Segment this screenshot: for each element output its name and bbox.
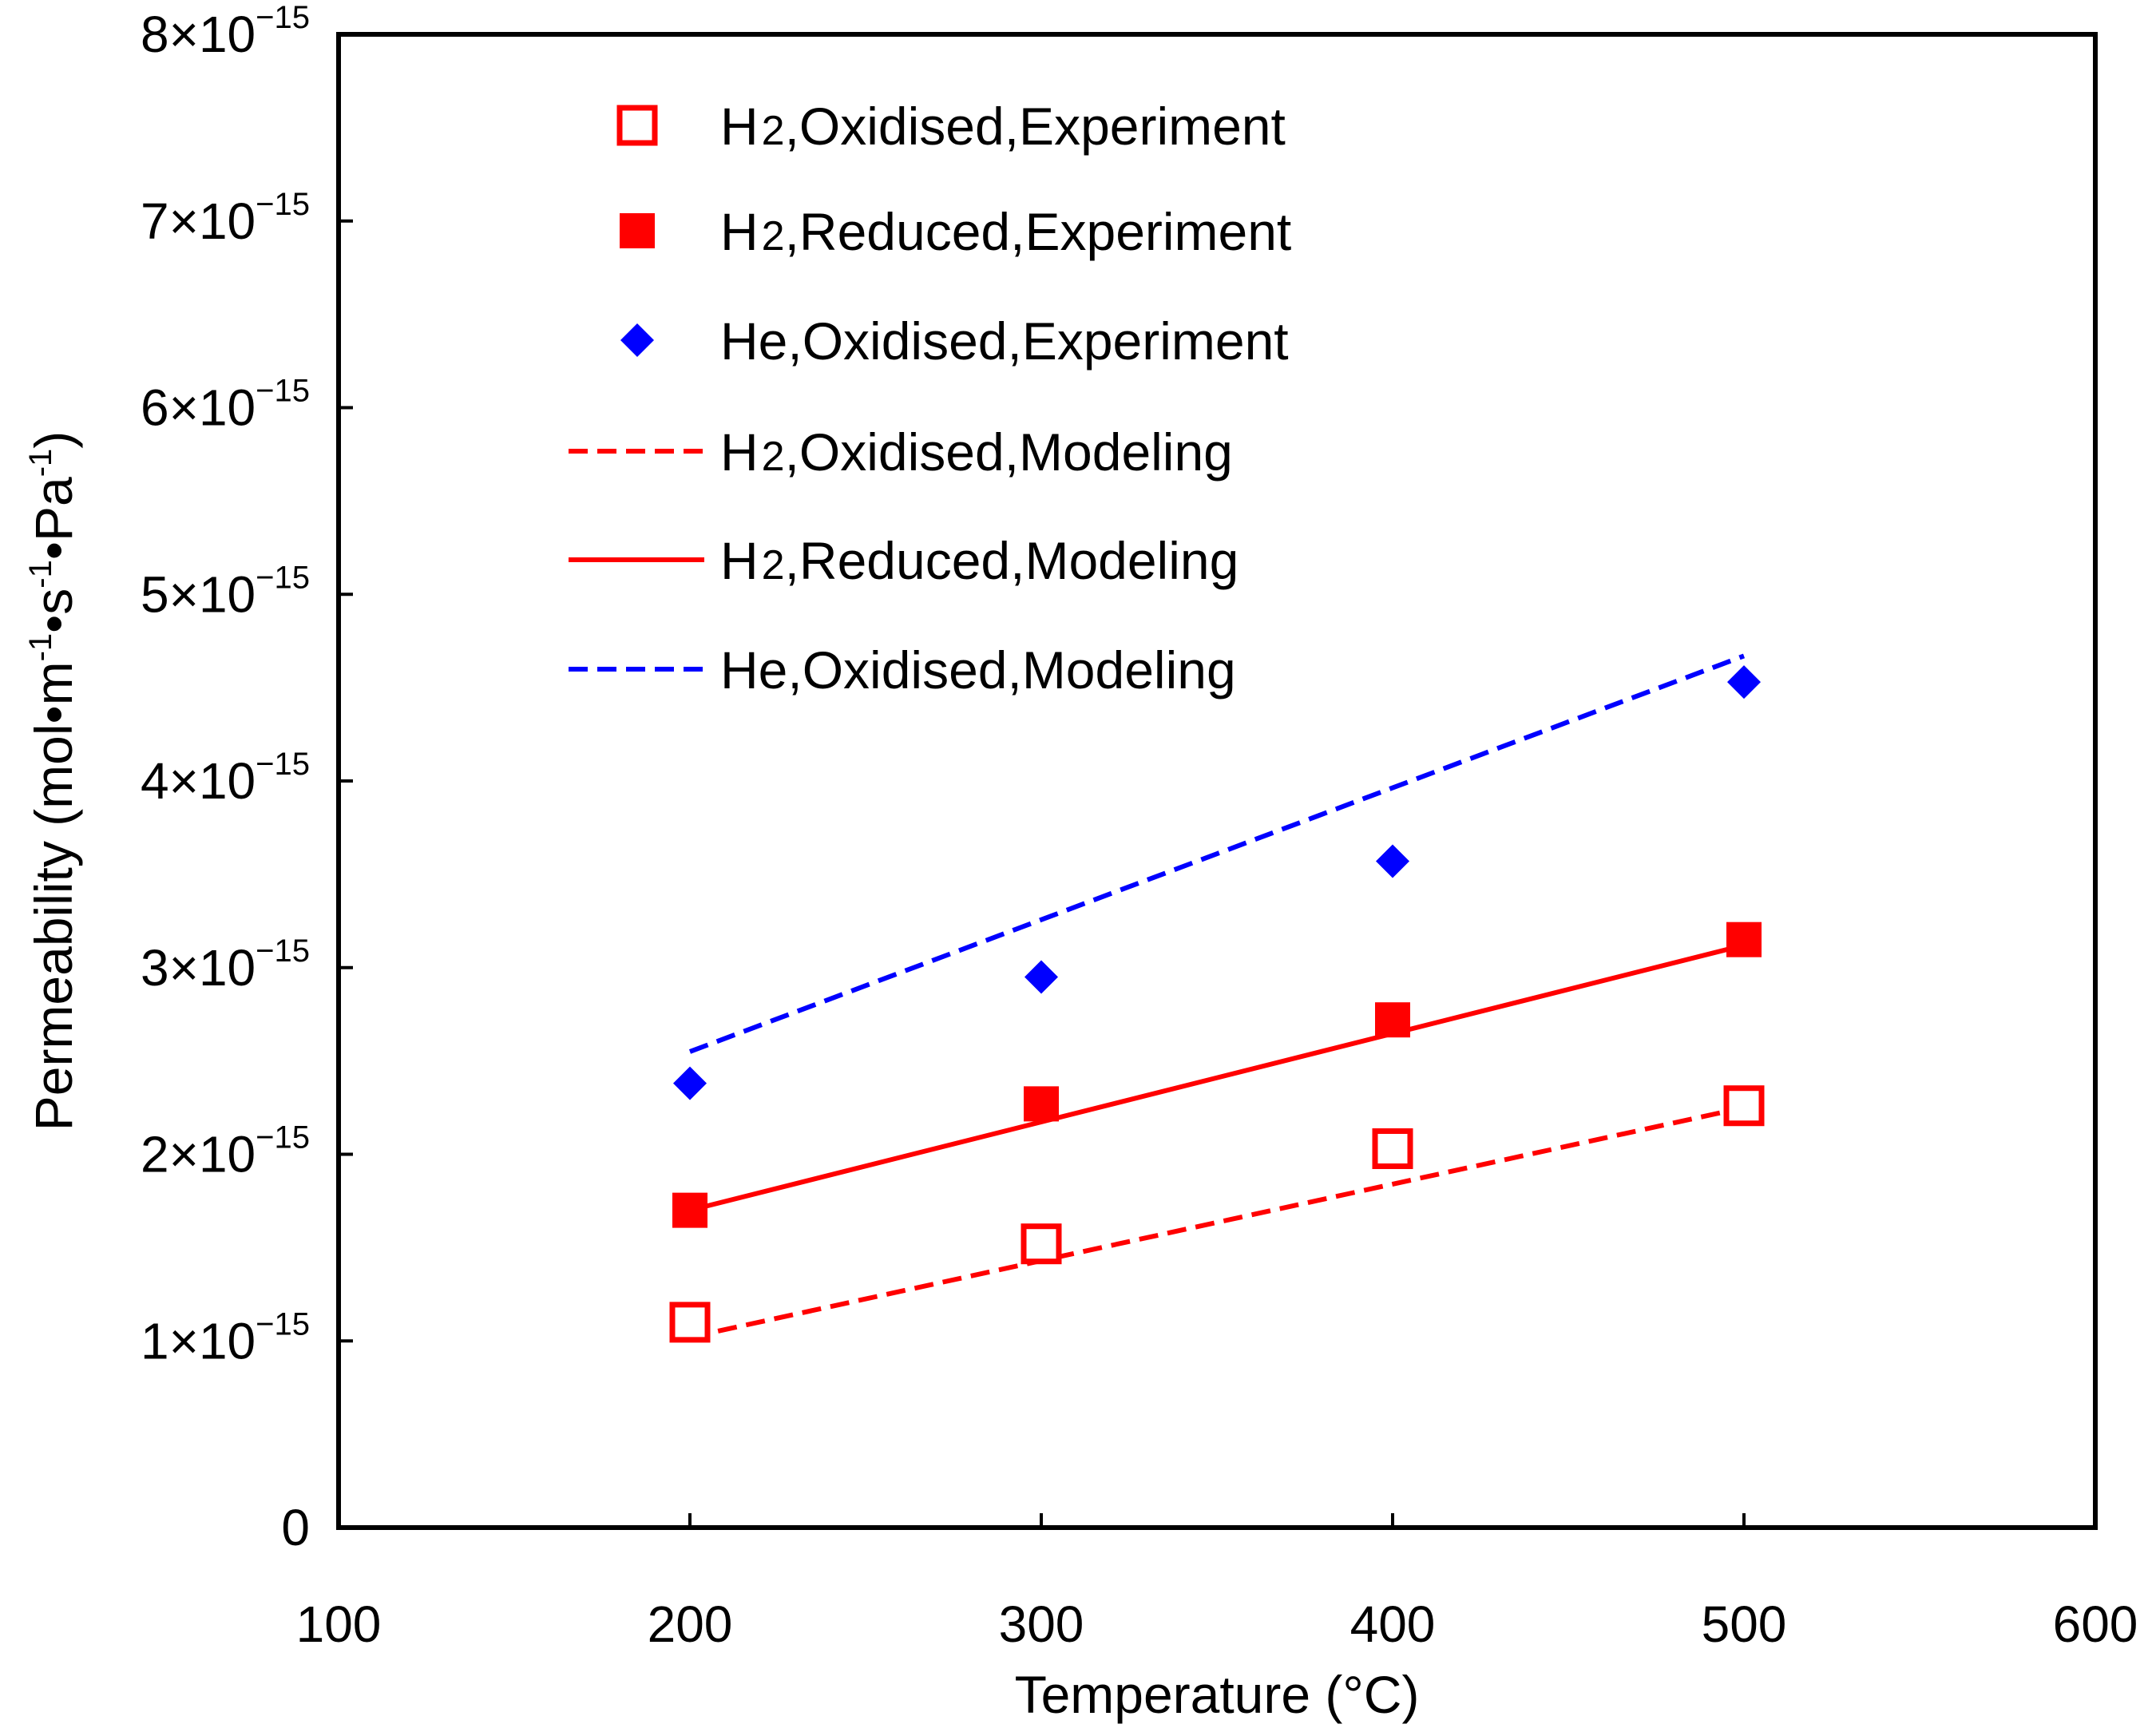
series-layer	[669, 653, 1765, 1343]
legend-label-suffix: ,Oxidised,Experiment	[785, 97, 1286, 156]
y-tick-exponent: −15	[256, 0, 310, 35]
legend-label-suffix: ,Oxidised,Modeling	[787, 640, 1235, 700]
y-tick-label: 3×10−15	[141, 933, 310, 997]
x-tick-label: 500	[1702, 1595, 1787, 1653]
legend-label: H2,Oxidised,Modeling	[720, 422, 1233, 482]
y-title-post: )	[24, 431, 83, 449]
data-point	[1024, 1086, 1059, 1122]
x-tick-label: 600	[2053, 1595, 2138, 1653]
y-tick-exponent: −15	[256, 187, 310, 222]
series-marker-group	[669, 1085, 1765, 1343]
y-tick-mantissa: 7×10	[141, 192, 256, 250]
y-title-sup2: -1	[23, 560, 58, 589]
y-tick-mantissa: 3×10	[141, 939, 256, 997]
legend-label: He,Oxidised,Experiment	[720, 311, 1289, 371]
data-point	[1723, 1085, 1765, 1127]
y-axis-title: Permeability (mol•m-1•s-1•Pa-1)	[23, 431, 83, 1132]
legend-label-prefix: He	[720, 640, 787, 700]
legend-label-suffix: ,Oxidised,Experiment	[787, 311, 1288, 371]
legend: H2,Oxidised,ExperimentH2,Reduced,Experim…	[569, 97, 1291, 700]
series-line-group	[689, 942, 1745, 1213]
y-tick-label: 6×10−15	[141, 374, 310, 437]
legend-label-prefix: H	[720, 202, 759, 261]
model-line	[688, 653, 1746, 1054]
legend-label-subscript: 2	[762, 108, 785, 154]
y-tick-mantissa: 8×10	[141, 6, 256, 63]
data-point	[1726, 922, 1762, 957]
legend-entry: He,Oxidised,Modeling	[569, 640, 1236, 700]
y-tick-label: 2×10−15	[141, 1120, 310, 1183]
legend-entry: H2,Reduced,Experiment	[620, 202, 1291, 261]
y-tick-label: 4×10−15	[141, 747, 310, 810]
y-tick-mantissa: 4×10	[141, 752, 256, 810]
data-point	[1021, 1223, 1062, 1265]
legend-label-prefix: H	[720, 97, 759, 156]
data-point	[673, 1066, 707, 1100]
y-tick-exponent: −15	[256, 1306, 310, 1342]
y-tick-mantissa: 5×10	[141, 565, 256, 623]
legend-entry: H2,Oxidised,Experiment	[616, 97, 1286, 156]
legend-label-suffix: ,Reduced,Experiment	[785, 202, 1292, 261]
y-title-pre: Permeability (mol•m	[24, 661, 83, 1131]
data-point	[1727, 665, 1761, 700]
data-point	[672, 1192, 707, 1228]
x-tick-label: 200	[648, 1595, 733, 1653]
legend-label: He,Oxidised,Modeling	[720, 640, 1236, 700]
legend-label: H2,Oxidised,Experiment	[720, 97, 1286, 156]
legend-entry: H2,Reduced,Modeling	[569, 531, 1239, 590]
y-tick-mantissa: 1×10	[141, 1312, 256, 1369]
y-tick-exponent: −15	[256, 374, 310, 409]
data-point	[1024, 960, 1058, 994]
legend-label-subscript: 2	[762, 542, 785, 589]
series-line-group	[688, 653, 1746, 1054]
legend-label-subscript: 2	[762, 434, 785, 480]
y-tick-mantissa: 6×10	[141, 379, 256, 437]
legend-label-subscript: 2	[762, 213, 785, 260]
data-point	[1372, 1128, 1413, 1169]
x-axis-title: Temperature (°C)	[1015, 1665, 1420, 1724]
series-line-group	[689, 1105, 1745, 1340]
y-tick-exponent: −15	[256, 1120, 310, 1155]
x-tick-label: 400	[1350, 1595, 1436, 1653]
legend-symbol	[620, 323, 654, 357]
legend-symbol	[616, 105, 658, 146]
y-tick-exponent: −15	[256, 747, 310, 782]
legend-symbol	[620, 213, 655, 248]
y-title-mid2: •Pa	[24, 477, 83, 560]
y-title-sup3: -1	[23, 449, 58, 478]
legend-entry: He,Oxidised,Experiment	[620, 311, 1289, 371]
series-marker-group	[673, 665, 1761, 1100]
legend-label-suffix: ,Reduced,Modeling	[785, 531, 1239, 590]
axes-layer: 100 200 300 400 500 60001×10−152×10−153×10−15…	[141, 0, 2138, 1653]
y-tick-label: 1×10−15	[141, 1306, 310, 1369]
model-line	[689, 1105, 1745, 1340]
y-tick-mantissa: 2×10	[141, 1126, 256, 1183]
data-point	[1375, 1002, 1410, 1038]
series-marker-group	[672, 922, 1762, 1228]
y-tick-exponent: −15	[256, 560, 310, 595]
legend-label: H2,Reduced,Modeling	[720, 531, 1239, 590]
y-tick-label: 0	[281, 1499, 310, 1556]
y-tick-label: 8×10−15	[141, 0, 310, 63]
y-tick-exponent: −15	[256, 933, 310, 969]
legend-label-prefix: He	[720, 311, 787, 371]
x-tick-label: 100	[296, 1595, 382, 1653]
legend-label-suffix: ,Oxidised,Modeling	[785, 422, 1233, 482]
legend-entry: H2,Oxidised,Modeling	[569, 422, 1233, 482]
y-title-sup1: -1	[23, 633, 58, 662]
legend-label: H2,Reduced,Experiment	[720, 202, 1291, 261]
y-tick-label: 7×10−15	[141, 187, 310, 250]
data-point	[1376, 844, 1409, 878]
x-tick-label: 300	[999, 1595, 1084, 1653]
legend-label-prefix: H	[720, 422, 759, 482]
legend-label-prefix: H	[720, 531, 759, 590]
y-tick-label: 5×10−15	[141, 560, 310, 623]
y-title-mid1: •s	[24, 589, 83, 633]
data-point	[669, 1302, 711, 1343]
y-tick-mantissa: 0	[281, 1499, 310, 1556]
model-line	[689, 942, 1745, 1213]
